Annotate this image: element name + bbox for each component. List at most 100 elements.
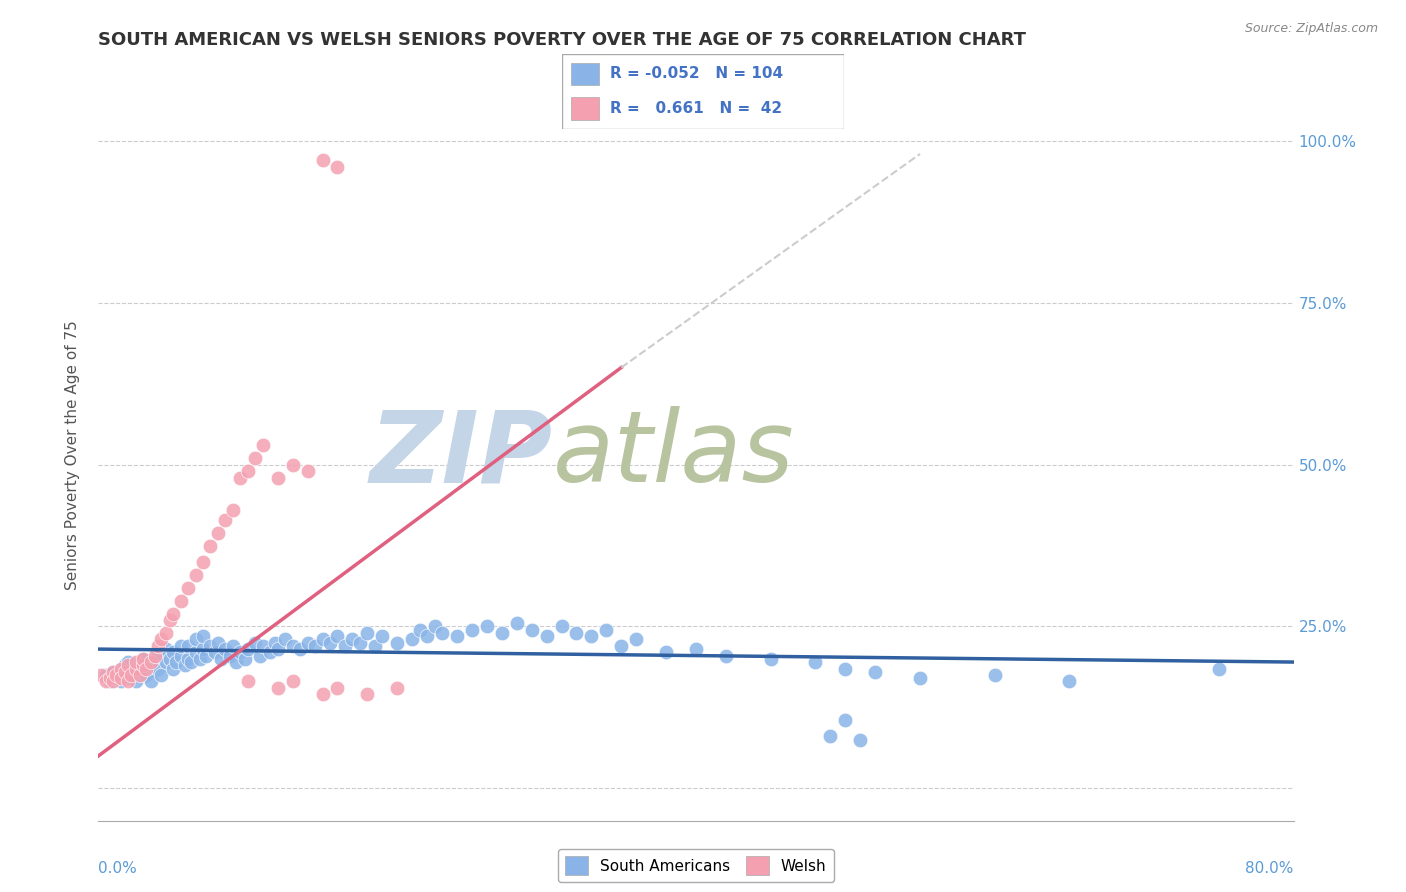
Point [401, 632, 423, 647]
Point [259, 645, 281, 659]
Point [207, 635, 229, 649]
Point [267, 470, 290, 484]
Point [143, 652, 166, 666]
Point [143, 648, 166, 663]
Point [326, 160, 349, 174]
Point [139, 655, 162, 669]
Point [155, 626, 177, 640]
Point [849, 732, 872, 747]
Point [125, 655, 148, 669]
Point [491, 626, 513, 640]
Point [184, 645, 207, 659]
Point [506, 616, 529, 631]
Point [311, 687, 333, 701]
Point [908, 671, 931, 685]
Point [356, 687, 378, 701]
Point [834, 714, 856, 728]
Bar [571, 97, 599, 120]
Point [820, 730, 842, 744]
Point [263, 635, 285, 649]
Point [267, 642, 290, 657]
Point [162, 607, 184, 621]
Point [132, 658, 155, 673]
Point [204, 645, 226, 659]
Point [222, 639, 245, 653]
Point [371, 629, 394, 643]
Y-axis label: Seniors Poverty Over the Age of 75: Seniors Poverty Over the Age of 75 [65, 320, 80, 590]
Point [132, 652, 155, 666]
Point [385, 635, 409, 649]
Point [326, 681, 349, 695]
Point [236, 464, 259, 478]
Point [191, 555, 214, 569]
Point [150, 668, 173, 682]
Point [349, 635, 371, 649]
Point [150, 632, 173, 647]
Point [120, 671, 142, 685]
Point [364, 639, 387, 653]
Text: Source: ZipAtlas.com: Source: ZipAtlas.com [1244, 22, 1378, 36]
Point [655, 645, 678, 659]
Point [408, 623, 430, 637]
Bar [571, 62, 599, 86]
Point [274, 632, 297, 647]
Point [177, 639, 200, 653]
Point [125, 661, 148, 675]
Point [333, 639, 356, 653]
Point [685, 642, 707, 657]
Point [148, 661, 170, 675]
Point [297, 464, 319, 478]
Point [236, 674, 259, 689]
Point [195, 648, 218, 663]
Point [114, 658, 136, 673]
Point [236, 642, 259, 657]
Point [207, 525, 229, 540]
Point [229, 470, 252, 484]
Point [267, 681, 290, 695]
Point [222, 503, 245, 517]
Point [581, 629, 603, 643]
Point [984, 668, 1007, 682]
Point [416, 629, 439, 643]
Point [148, 648, 170, 663]
Text: SOUTH AMERICAN VS WELSH SENIORS POVERTY OVER THE AGE OF 75 CORRELATION CHART: SOUTH AMERICAN VS WELSH SENIORS POVERTY … [98, 31, 1026, 49]
Point [461, 623, 484, 637]
Text: R =   0.661   N =  42: R = 0.661 N = 42 [610, 102, 782, 116]
Point [430, 626, 453, 640]
Point [229, 645, 252, 659]
Point [177, 652, 200, 666]
Point [162, 645, 184, 659]
Point [865, 665, 887, 679]
Point [319, 635, 342, 649]
Point [117, 674, 139, 689]
Point [714, 648, 737, 663]
Point [103, 665, 125, 679]
Point [100, 671, 122, 685]
Point [214, 513, 236, 527]
Point [103, 665, 125, 679]
Point [110, 671, 132, 685]
Point [169, 648, 191, 663]
Point [135, 661, 157, 675]
Point [191, 642, 214, 657]
Point [139, 658, 162, 673]
Point [162, 661, 184, 675]
FancyBboxPatch shape [562, 54, 844, 129]
Text: atlas: atlas [553, 407, 794, 503]
Point [1208, 661, 1230, 675]
Text: 0.0%: 0.0% [98, 861, 138, 876]
Point [110, 661, 132, 675]
Point [177, 581, 200, 595]
Point [252, 639, 274, 653]
Point [159, 652, 181, 666]
Point [626, 632, 648, 647]
Point [90, 668, 112, 682]
Point [326, 629, 349, 643]
Text: ZIP: ZIP [370, 407, 553, 503]
Point [311, 153, 333, 168]
Point [288, 642, 311, 657]
Point [110, 674, 132, 689]
Point [311, 632, 333, 647]
Point [191, 629, 214, 643]
Point [159, 613, 181, 627]
